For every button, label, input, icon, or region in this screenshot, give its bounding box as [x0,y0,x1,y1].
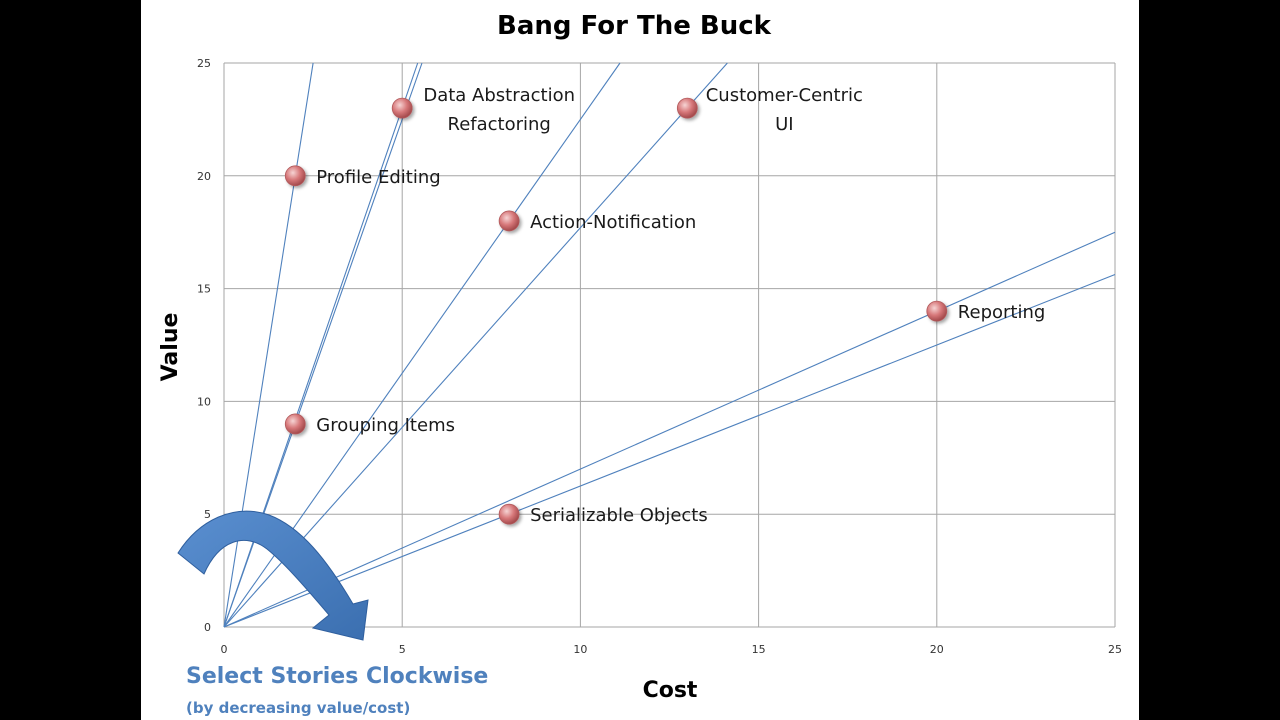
axis-ticks: 0 5 10 15 20 25 0 5 10 15 20 25 [197,57,1122,656]
data-point-label: Serializable Objects [530,505,708,526]
ratio-line [223,273,1116,628]
y-tick-label: 20 [197,170,211,183]
data-point-marker [391,97,413,119]
y-tick-label: 25 [197,57,211,70]
annotation-subtext: (by decreasing value/cost) [186,699,411,717]
x-tick-label: 5 [399,643,406,656]
slide: Bang For The Buck 0 5 10 15 20 25 0 5 10 15 20 25 D… [141,0,1139,720]
ratio-lines [223,62,1116,628]
clockwise-arrow-icon [177,510,369,641]
y-axis-title: Value [158,313,183,382]
data-point-label: Data Abstraction Refactoring [423,85,575,135]
ratio-line [223,62,728,628]
data-point-label: Customer-Centric UI [706,85,863,135]
y-tick-label: 10 [197,395,211,408]
annotation-text: Select Stories Clockwise [186,664,489,689]
ratio-line [223,62,419,628]
ratio-line [223,62,423,628]
x-tick-label: 15 [752,643,766,656]
data-point-marker [498,503,520,525]
bang-for-buck-chart: Bang For The Buck 0 5 10 15 20 25 0 5 10 15 20 25 D… [158,11,1122,703]
data-point-marker [284,413,306,435]
x-tick-label: 20 [930,643,944,656]
x-tick-label: 10 [573,643,587,656]
data-point-marker [498,210,520,232]
y-tick-label: 0 [204,621,211,634]
data-point-label: Profile Editing [316,167,440,188]
y-tick-label: 5 [204,508,211,521]
y-tick-label: 15 [197,283,211,296]
data-point-label: Action-Notification [530,212,696,233]
x-tick-label: 25 [1108,643,1122,656]
data-points: Data Abstraction Refactoring Customer-Cent… [284,85,1046,526]
x-tick-label: 0 [221,643,228,656]
data-point-label: Reporting [958,302,1046,323]
data-point-marker [284,165,306,187]
ratio-line [223,231,1116,628]
data-point-label: Grouping Items [316,415,455,436]
data-point-marker [676,97,698,119]
data-point-marker [926,300,948,322]
x-axis-title: Cost [643,678,698,703]
grid [223,62,1116,628]
chart-title: Bang For The Buck [497,11,772,41]
